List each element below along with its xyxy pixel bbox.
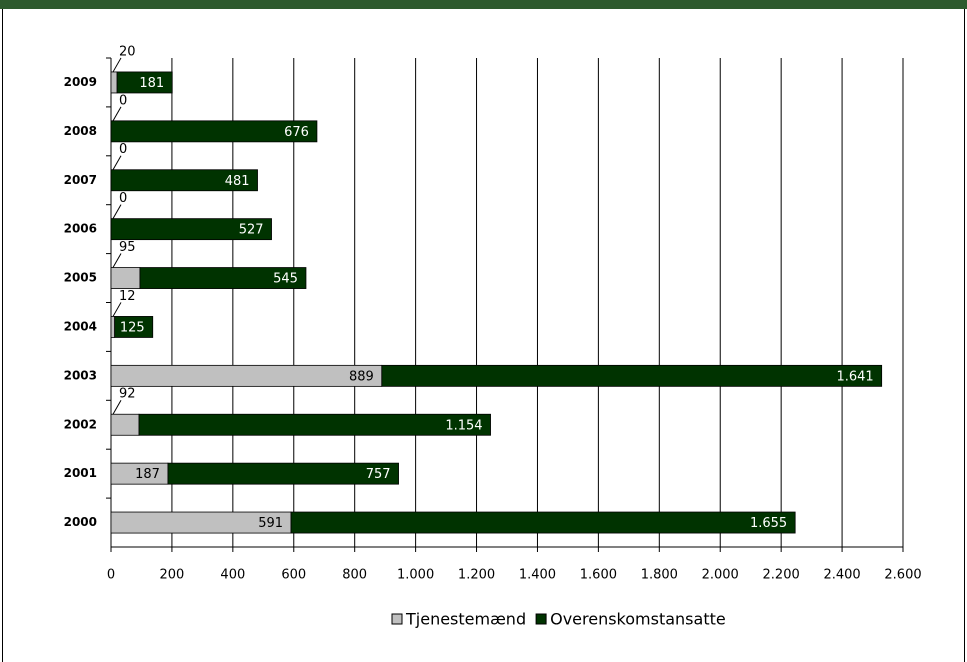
x-tick-label: 400 [220, 568, 245, 583]
x-tick-label: 1.400 [519, 568, 556, 583]
bar [381, 364, 883, 387]
value-label: 187 [135, 467, 160, 482]
bar [110, 364, 383, 387]
x-tick-label: 1.800 [641, 568, 678, 583]
value-label: 0 [119, 191, 127, 206]
value-label: 545 [273, 272, 298, 287]
value-label: 0 [119, 142, 127, 157]
x-tick-label: 2.200 [763, 568, 800, 583]
x-tick-label: 2.000 [702, 568, 739, 583]
bar [290, 511, 796, 534]
bar [110, 218, 272, 241]
y-tick-label: 2002 [64, 417, 97, 431]
y-tick-label: 2001 [64, 466, 97, 480]
x-tick-label: 1.600 [580, 568, 617, 583]
bar [110, 169, 258, 192]
leader-line [112, 302, 122, 317]
legend-swatch [535, 613, 547, 625]
bar [110, 267, 141, 289]
y-tick-label: 2008 [64, 124, 97, 138]
x-tick-label: 1.000 [397, 568, 434, 583]
value-label: 1.641 [836, 369, 873, 384]
value-label: 481 [225, 174, 250, 189]
y-tick-label: 2004 [64, 319, 97, 333]
value-label: 181 [139, 76, 164, 91]
y-tick-label: 2000 [64, 515, 97, 529]
x-tick-label: 0 [107, 568, 115, 583]
x-tick-label: 600 [281, 568, 306, 583]
leader-line [112, 57, 122, 73]
value-label: 757 [366, 467, 391, 482]
leader-line [112, 399, 122, 415]
bar [110, 413, 140, 436]
bar [167, 462, 399, 485]
value-label: 591 [258, 516, 283, 531]
bar [139, 267, 307, 289]
value-label: 125 [120, 320, 145, 335]
header-band [0, 0, 967, 9]
value-label: 12 [119, 289, 136, 304]
x-tick-label: 2.400 [823, 568, 860, 583]
x-tick-label: 800 [342, 568, 367, 583]
value-label: 95 [119, 240, 136, 255]
bar [110, 71, 118, 94]
y-tick-label: 2005 [64, 271, 97, 285]
legend-swatch [391, 613, 403, 625]
y-tick-label: 2007 [64, 173, 97, 187]
value-label: 0 [119, 93, 127, 108]
value-label: 676 [284, 125, 309, 140]
leader-line [112, 155, 122, 170]
x-tick-label: 2.600 [884, 568, 921, 583]
bar [110, 120, 318, 143]
y-tick-label: 2003 [64, 368, 97, 382]
bar [110, 316, 116, 338]
value-label: 527 [239, 223, 264, 238]
value-label: 92 [119, 387, 136, 402]
value-label: 889 [349, 369, 374, 384]
value-label: 1.655 [750, 516, 787, 531]
leader-line [112, 253, 122, 268]
leader-line [112, 204, 122, 219]
bar [116, 71, 173, 94]
leader-line [112, 106, 122, 122]
legend-label: Overenskomstansatte [550, 610, 726, 629]
y-tick-label: 2006 [64, 222, 97, 236]
x-tick-label: 1.200 [458, 568, 495, 583]
x-tick-label: 200 [160, 568, 185, 583]
bar [114, 316, 154, 338]
legend-label: Tjenestemænd [405, 610, 526, 629]
value-label: 20 [119, 44, 136, 59]
value-label: 1.154 [445, 418, 482, 433]
y-tick-label: 2009 [64, 75, 97, 89]
bar [138, 413, 491, 436]
